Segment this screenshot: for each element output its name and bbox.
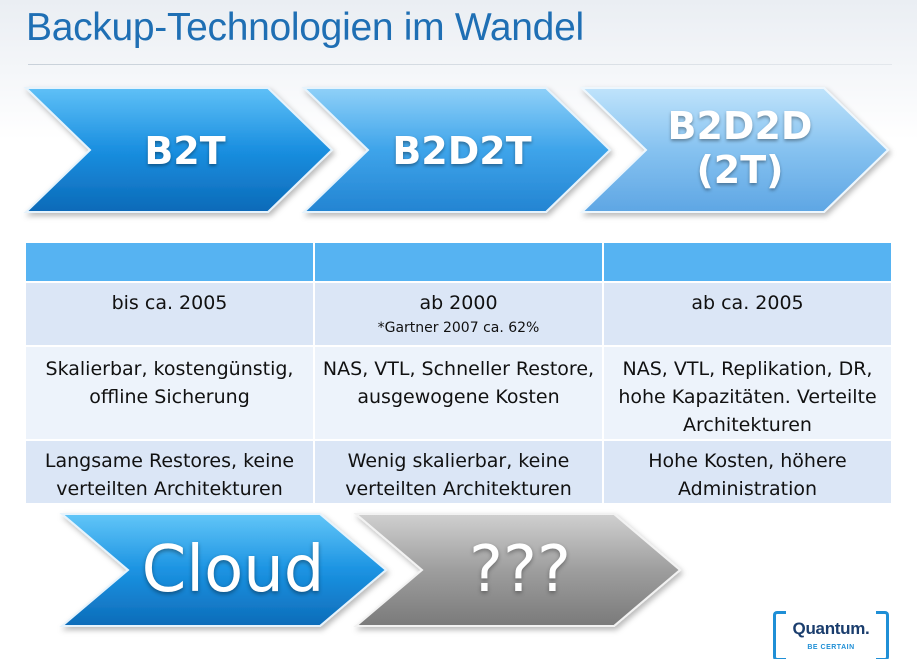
chevron-b2d2d — [579, 87, 890, 213]
cell-line: verteilten Architekturen — [345, 478, 572, 500]
cell-line: ausgewogene Kosten — [357, 386, 560, 408]
chevron-cloud — [59, 513, 388, 627]
table-cell: Langsame Restores, keine verteilten Arch… — [24, 439, 315, 505]
table-cell: Hohe Kosten, höhere Administration — [602, 439, 893, 505]
logo-wordmark: Quantum. — [792, 619, 870, 638]
logo-tagline: BE CERTAIN — [807, 644, 855, 651]
cell-line: verteilten Architekturen — [56, 478, 283, 500]
cell-text: ab ca. 2005 — [691, 292, 804, 314]
quantum-logo: Quantum. BE CERTAIN — [773, 611, 889, 659]
cell-line: Skalierbar, kostengünstig, — [45, 358, 294, 380]
cell-line: Administration — [677, 478, 818, 500]
chevron-b2d2d-line2: (2T) — [696, 148, 784, 192]
table-cell: Wenig skalierbar, keine verteilten Archi… — [313, 439, 604, 505]
gartner-note: *Gartner 2007 ca. 62% — [377, 320, 540, 336]
title-divider — [28, 64, 892, 65]
cell-line: NAS, VTL, Schneller Restore, — [322, 358, 595, 380]
chevron-b2t — [23, 87, 334, 213]
table-cell: Skalierbar, kostengünstig, offline Siche… — [24, 345, 315, 441]
cell-line: Hohe Kosten, höhere — [648, 450, 847, 472]
logo-bracket-right — [876, 611, 889, 659]
table-cell: bis ca. 2005 — [24, 281, 315, 347]
cell-line: Langsame Restores, keine — [44, 450, 295, 472]
cell-text: bis ca. 2005 — [111, 292, 228, 314]
cell-line: offline Sicherung — [89, 386, 250, 408]
table-cell: NAS, VTL, Schneller Restore, ausgewogene… — [313, 345, 604, 441]
cell-line: NAS, VTL, Replikation, DR, — [622, 358, 873, 380]
table-row: Langsame Restores, keine verteilten Arch… — [24, 439, 893, 505]
comparison-table: bis ca. 2005 ab 2000 *Gartner 2007 ca. 6… — [24, 241, 893, 505]
chevron-b2d2d-line1: B2D2D — [667, 104, 813, 148]
table-row: Skalierbar, kostengünstig, offline Siche… — [24, 345, 893, 441]
chevron-unknown-label: ??? — [469, 533, 571, 607]
chevron-unknown — [353, 513, 682, 627]
table-cell: ab ca. 2005 — [602, 281, 893, 347]
cell-text: ab 2000 — [419, 292, 498, 314]
cell-line: Architekturen — [683, 414, 812, 436]
table-header-cell — [313, 241, 604, 283]
table-header-cell — [24, 241, 315, 283]
cell-line: hohe Kapazitäten. Verteilte — [618, 386, 877, 408]
chevron-b2d2t — [301, 87, 612, 213]
cell-line: Wenig skalierbar, keine — [347, 450, 570, 472]
chevron-cloud-label: Cloud — [141, 533, 325, 607]
chevron-b2d2t-label: B2D2T — [392, 129, 532, 173]
chevron-b2d2d-label: B2D2D (2T) — [650, 104, 830, 192]
table-cell: NAS, VTL, Replikation, DR, hohe Kapazitä… — [602, 345, 893, 441]
table-header-row — [24, 241, 893, 283]
table-header-cell — [602, 241, 893, 283]
slide-title: Backup-Technologien im Wandel — [26, 6, 584, 49]
table-cell: ab 2000 *Gartner 2007 ca. 62% — [313, 281, 604, 347]
chevron-b2t-label: B2T — [144, 129, 226, 173]
table-row: bis ca. 2005 ab 2000 *Gartner 2007 ca. 6… — [24, 281, 893, 347]
